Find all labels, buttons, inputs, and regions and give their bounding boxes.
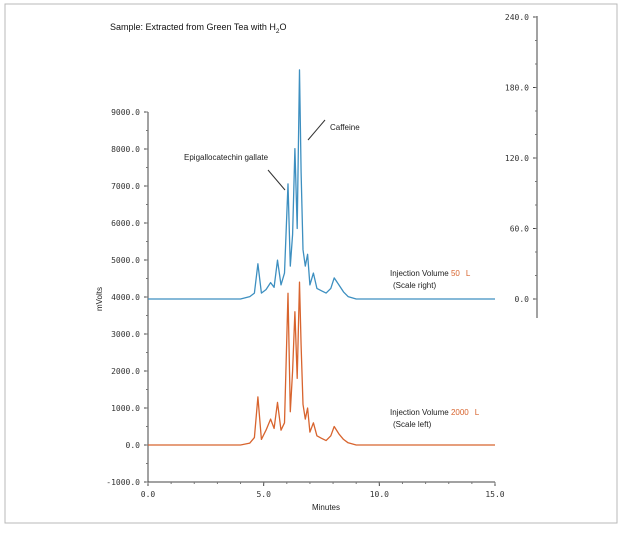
- peak-egcg-pointer: [267, 169, 286, 191]
- peak-caffeine-pointer: [307, 119, 326, 141]
- red-series-scale: (Scale left): [393, 420, 432, 429]
- y-left-tick-label: 3000.0: [111, 330, 140, 339]
- peak-label-egcg: Epigallocatechin gallate: [184, 153, 269, 162]
- x-tick-label: 10.0: [370, 490, 389, 499]
- y-right-tick-label: 180.0: [505, 84, 529, 93]
- blue-series-scale: (Scale right): [393, 281, 436, 290]
- chart-title: Sample: Extracted from Green Tea with H2…: [110, 22, 287, 35]
- y-left-tick-label: 8000.0: [111, 145, 140, 154]
- x-tick-label: 0.0: [141, 490, 156, 499]
- y-left-tick-label: -1000.0: [106, 478, 140, 487]
- y-left-tick-label: 4000.0: [111, 293, 140, 302]
- figure-border: [4, 3, 618, 524]
- x-tick-label: 15.0: [485, 490, 504, 499]
- y-left-tick-label: 1000.0: [111, 404, 140, 413]
- y-right-tick-label: 120.0: [505, 154, 529, 163]
- y-right-tick-label: 0.0: [515, 295, 530, 304]
- y-right-tick-label: 240.0: [505, 13, 529, 22]
- x-tick-label: 5.0: [256, 490, 271, 499]
- red-series-label: Injection Volume 2000 L: [390, 408, 480, 417]
- y-left-tick-label: 7000.0: [111, 182, 140, 191]
- y-left-tick-label: 2000.0: [111, 367, 140, 376]
- y-left-tick-label: 5000.0: [111, 256, 140, 265]
- x-axis-label: Minutes: [312, 503, 340, 512]
- y-left-tick-label: 0.0: [126, 441, 141, 450]
- y-right-tick-label: 60.0: [510, 225, 529, 234]
- series-line-scale-left: [148, 281, 495, 446]
- series-line-scale-right: [148, 69, 495, 300]
- y-left-tick-label: 9000.0: [111, 108, 140, 117]
- peak-label-caffeine: Caffeine: [330, 123, 360, 132]
- y-axis-label: mVolts: [95, 287, 104, 311]
- y-left-tick-label: 6000.0: [111, 219, 140, 228]
- blue-series-label: Injection Volume 50 L: [390, 269, 471, 278]
